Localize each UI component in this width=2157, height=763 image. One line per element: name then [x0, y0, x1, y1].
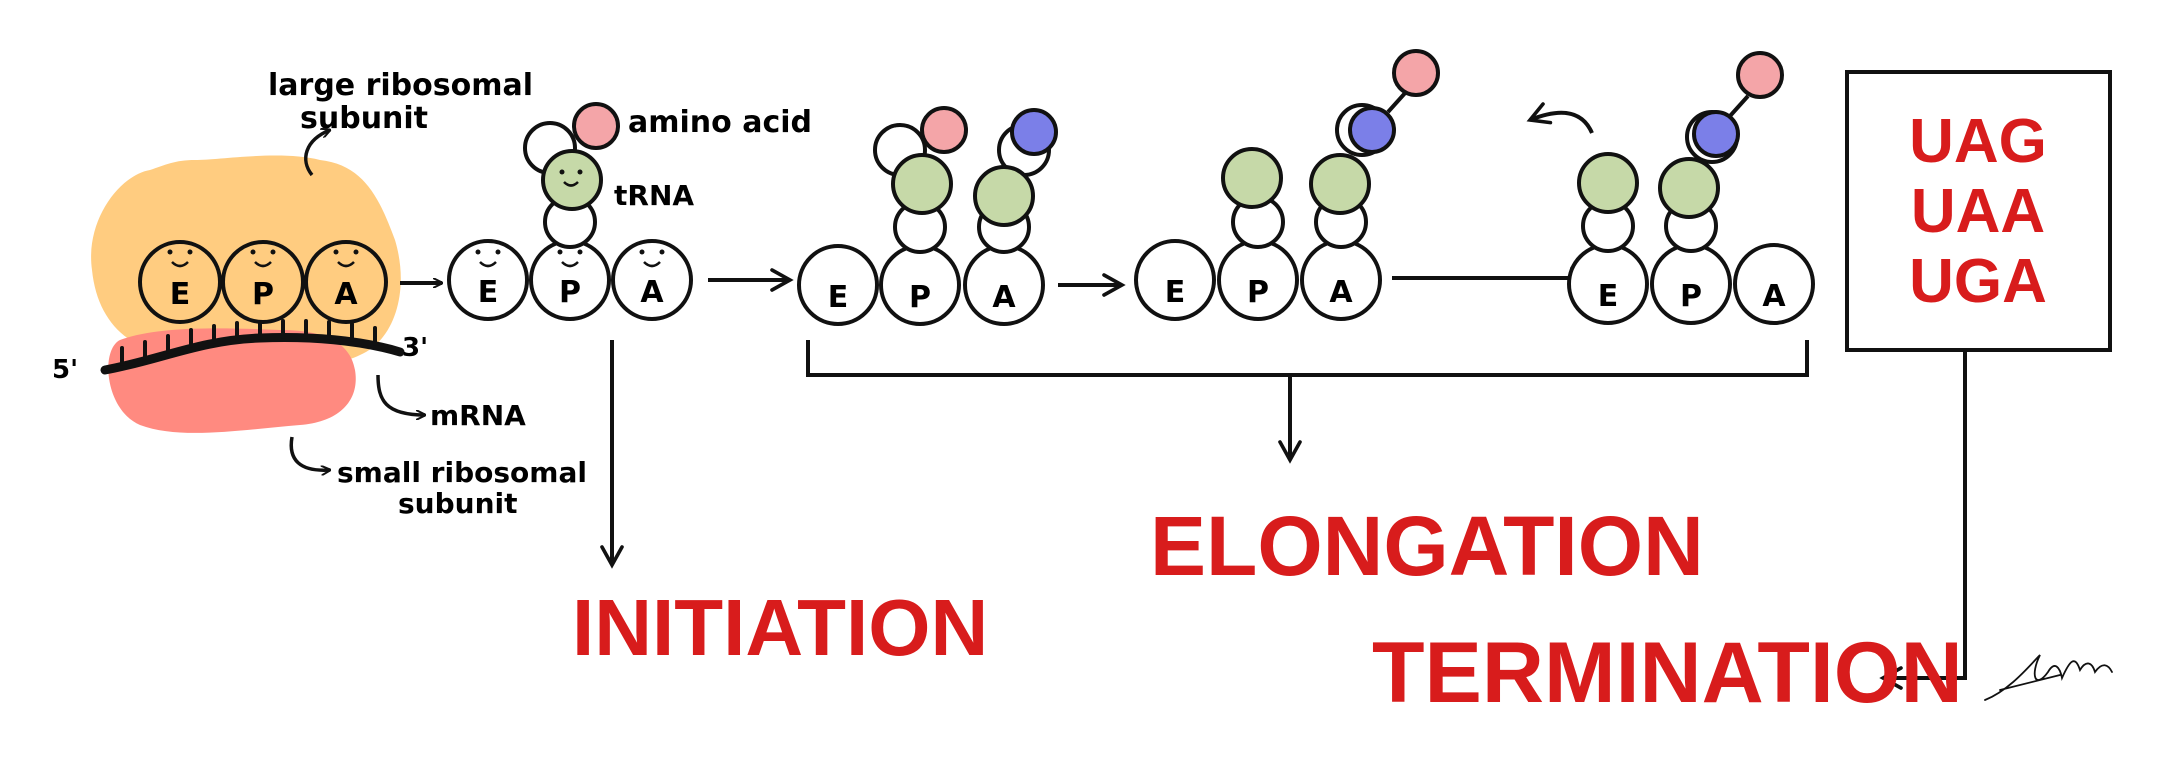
large-subunit-arrow	[304, 130, 330, 177]
site-label: P	[1680, 279, 1702, 314]
signature	[1984, 654, 2113, 701]
ribosome-initiation: E P A	[447, 102, 693, 321]
site-a: A	[304, 240, 388, 324]
small-subunit-label-line2: subunit	[398, 487, 518, 520]
stop-codon-uga: UGA	[1909, 247, 2047, 316]
trna-p	[523, 121, 603, 249]
large-subunit-label-line1: large ribosomal	[268, 68, 533, 103]
small-subunit-label-line1: small ribosomal	[337, 456, 587, 489]
five-prime-label: 5'	[52, 355, 78, 385]
codon-ticks	[120, 319, 377, 366]
site-e: E	[138, 240, 222, 324]
mrna-label: mRNA	[430, 399, 526, 432]
site-label: E	[1165, 275, 1186, 310]
site-p: P	[221, 240, 305, 324]
amino-acid-blue	[1010, 108, 1058, 156]
stop-codon-uaa: UAA	[1911, 177, 2045, 246]
small-subunit-arrow	[289, 436, 330, 470]
stop-codon-uag: UAG	[1909, 107, 2047, 176]
amino-acid-blue	[1692, 110, 1740, 158]
site-label: P	[909, 280, 931, 315]
site-label: A	[992, 280, 1016, 315]
trna-e	[1577, 152, 1639, 253]
stage-termination: TERMINATION	[1372, 625, 1963, 721]
three-prime-label: 3'	[402, 333, 428, 363]
stage-elongation: ELONGATION	[1150, 499, 1704, 593]
release-arrow	[1526, 102, 1594, 134]
large-subunit-label-line2: subunit	[300, 101, 428, 136]
ribosome-elongation-2: E P A	[1134, 49, 1440, 321]
site-label: A	[1762, 279, 1786, 314]
site-label: E	[170, 277, 191, 312]
site-label: E	[1598, 279, 1619, 314]
site-label: P	[252, 277, 274, 312]
trna-p	[873, 123, 953, 254]
termination-arrow	[1879, 350, 1967, 690]
amino-acid-blue	[1348, 106, 1396, 154]
site-label: P	[559, 275, 581, 310]
site-label: E	[478, 275, 499, 310]
site-label: E	[828, 280, 849, 315]
amino-acid-pink	[1392, 49, 1440, 97]
trna-label: tRNA	[614, 179, 694, 212]
mrna-arrow	[376, 374, 425, 415]
site-label: A	[1329, 275, 1353, 310]
elongation-bracket	[806, 340, 1809, 377]
amino-acid-pink	[572, 102, 620, 150]
amino-acid-pink	[920, 106, 968, 154]
ribosome-elongation-1: E P A	[797, 106, 1058, 326]
ribosome-labeled: E P A 5' 3'	[52, 155, 428, 433]
stop-codon-box	[1845, 70, 2112, 352]
amino-acid-label: amino acid	[628, 105, 812, 140]
ribosome-elongation-3: E P A	[1567, 51, 1815, 325]
site-label: A	[640, 275, 664, 310]
trna-p	[1221, 147, 1285, 249]
amino-acid-pink	[1736, 51, 1784, 99]
site-label: P	[1247, 275, 1269, 310]
site-label: A	[334, 277, 358, 312]
stage-initiation: INITIATION	[572, 583, 988, 672]
